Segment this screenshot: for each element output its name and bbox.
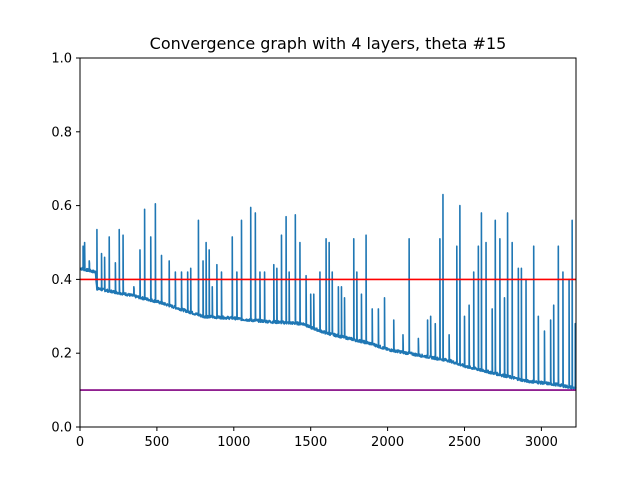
- series-line: [79, 193, 577, 390]
- plot-background: [80, 58, 576, 427]
- y-tick-label: 0.4: [51, 273, 72, 288]
- y-tick-label: 0.6: [51, 199, 72, 214]
- x-tick-label: 1000: [217, 435, 250, 450]
- y-tick-label: 0.0: [51, 421, 72, 436]
- x-tick-label: 2500: [448, 435, 481, 450]
- axes-frame: [79, 57, 577, 428]
- chart-title: Convergence graph with 4 layers, theta #…: [150, 34, 507, 53]
- y-tick-label: 0.2: [51, 347, 72, 362]
- x-tick-label: 0: [76, 435, 84, 450]
- x-tick-label: 500: [144, 435, 169, 450]
- x-tick-label: 1500: [294, 435, 327, 450]
- y-tick-label: 0.8: [51, 125, 72, 140]
- x-tick-label: 3000: [525, 435, 558, 450]
- y-tick-label: 1.0: [51, 52, 72, 67]
- x-tick-label: 2000: [371, 435, 404, 450]
- plot-area: 0 500 1000 1500 2000 2500 3000 0.0 0.2 0.4 0.6 0.8 1…: [51, 52, 577, 450]
